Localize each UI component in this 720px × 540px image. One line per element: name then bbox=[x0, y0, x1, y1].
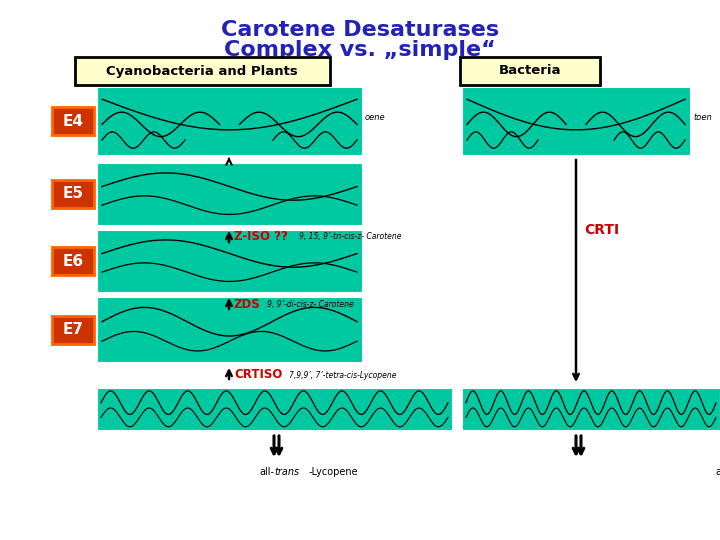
Bar bbox=[462, 87, 690, 155]
Text: -Lycopene: -Lycopene bbox=[309, 467, 359, 477]
Text: Cyanobacteria and Plants: Cyanobacteria and Plants bbox=[106, 64, 298, 78]
Bar bbox=[460, 57, 600, 85]
Text: 9, 9’-di-cis-z- Carotene: 9, 9’-di-cis-z- Carotene bbox=[267, 300, 354, 308]
Bar bbox=[97, 230, 362, 292]
Bar bbox=[97, 388, 452, 430]
Bar bbox=[97, 87, 362, 155]
Text: E5: E5 bbox=[63, 186, 84, 201]
Bar bbox=[97, 163, 362, 225]
Text: 9, 15, 9’-tri-cis-z- Carotene: 9, 15, 9’-tri-cis-z- Carotene bbox=[299, 233, 402, 241]
Text: all-: all- bbox=[259, 467, 274, 477]
Text: Bacteria: Bacteria bbox=[499, 64, 562, 78]
Bar bbox=[97, 297, 362, 362]
Text: oene: oene bbox=[365, 113, 386, 122]
Bar bbox=[52, 247, 94, 275]
Bar bbox=[462, 388, 720, 430]
Text: toen: toen bbox=[693, 113, 712, 122]
Bar bbox=[52, 316, 94, 344]
Text: 7,9,9’, 7’-tetra-cis-Lycopene: 7,9,9’, 7’-tetra-cis-Lycopene bbox=[289, 370, 397, 380]
Bar bbox=[52, 107, 94, 135]
Text: E6: E6 bbox=[63, 253, 84, 268]
Bar bbox=[52, 180, 94, 208]
Text: ZDS: ZDS bbox=[234, 298, 261, 310]
Text: E4: E4 bbox=[63, 113, 84, 129]
Text: Carotene Desaturases: Carotene Desaturases bbox=[221, 20, 499, 40]
Text: Z-ISO ??: Z-ISO ?? bbox=[234, 231, 288, 244]
Text: CRTISO: CRTISO bbox=[234, 368, 282, 381]
Bar bbox=[75, 57, 330, 85]
Text: all-: all- bbox=[715, 467, 720, 477]
Text: trans: trans bbox=[274, 467, 299, 477]
Text: Complex vs. „simple“: Complex vs. „simple“ bbox=[224, 40, 496, 60]
Text: E7: E7 bbox=[63, 322, 84, 338]
Text: CRTI: CRTI bbox=[584, 223, 619, 237]
